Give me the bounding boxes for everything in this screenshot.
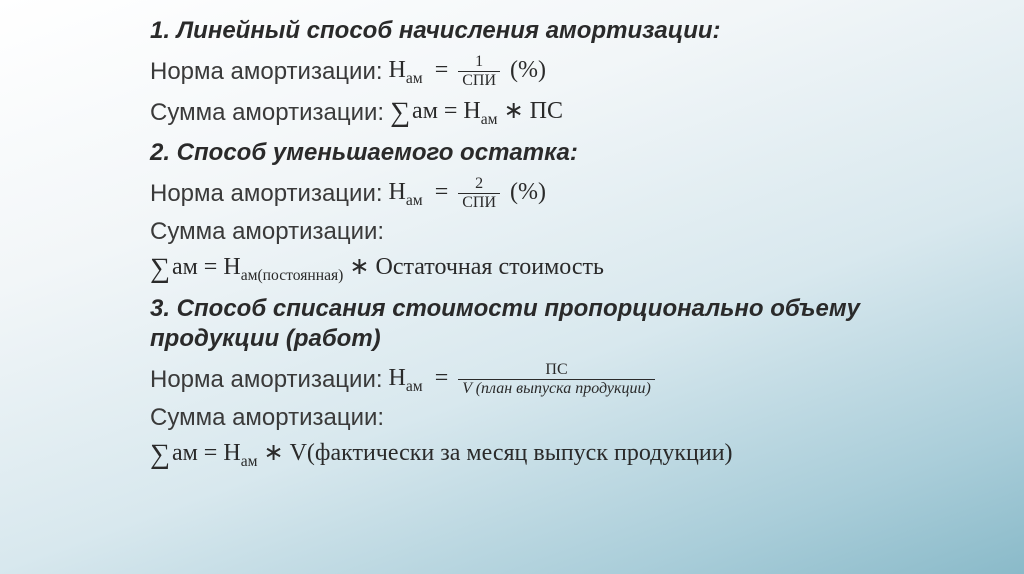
s1-summa-formula: ∑ам = Нам ∗ ПС	[390, 93, 563, 132]
s1-H: Н	[389, 57, 406, 83]
section-2-heading: 2. Способ уменьшаемого остатка:	[150, 138, 984, 168]
s3-frac-num: ПС	[541, 362, 571, 379]
s2-frac-den: СПИ	[458, 193, 500, 211]
s1-summa-line: Сумма амортизации: ∑ам = Нам ∗ ПС	[150, 93, 984, 132]
s1-sum-body: ам = Н	[412, 98, 481, 124]
s3-summa-block: Сумма амортизации: ∑ам = Нам ∗ V(фактиче…	[150, 401, 984, 474]
s2-summa-label: Сумма амортизации:	[150, 215, 984, 249]
slide-content: 1. Линейный способ начисления амортизаци…	[0, 0, 1024, 488]
s2-sum-tail: ∗ Остаточная стоимость	[343, 254, 604, 280]
s2-pct: (%)	[510, 179, 546, 205]
s2-frac-num: 2	[471, 176, 487, 193]
s1-H-sub: ам	[406, 70, 423, 87]
s1-norma-label: Норма амортизации:	[150, 55, 383, 89]
s3-eq: =	[435, 365, 449, 391]
s3-norma-formula: Нам = ПС V (план выпуска продукции)	[389, 362, 659, 397]
s3-sum-sub: ам	[241, 452, 258, 469]
s1-sum-sub: ам	[481, 111, 498, 128]
s2-summa-formula: ∑ам = Нам(постоянная) ∗ Остаточная стоим…	[150, 249, 984, 288]
s2-frac: 2 СПИ	[458, 176, 500, 211]
s1-pct: (%)	[510, 57, 546, 83]
s3-H: Н	[389, 365, 406, 391]
s1-norma-formula: Нам = 1 СПИ (%)	[389, 54, 546, 89]
s2-H-sub: ам	[406, 192, 423, 209]
s1-eq: =	[435, 57, 449, 83]
s2-summa-block: Сумма амортизации: ∑ам = Нам(постоянная)…	[150, 215, 984, 288]
section-1-heading: 1. Линейный способ начисления амортизаци…	[150, 16, 984, 46]
s3-summa-formula: ∑ам = Нам ∗ V(фактически за месяц выпуск…	[150, 435, 984, 474]
s1-frac: 1 СПИ	[458, 54, 500, 89]
section-3-heading: 3. Способ списания стоимости пропорциона…	[150, 294, 984, 354]
s3-norma-line: Норма амортизации: Нам = ПС V (план выпу…	[150, 362, 984, 397]
s2-sum-sym: ∑	[150, 253, 170, 284]
s1-sum-sym: ∑	[390, 97, 410, 128]
s2-H: Н	[389, 179, 406, 205]
s3-frac-den: V (план выпуска продукции)	[458, 379, 655, 397]
s2-norma-formula: Нам = 2 СПИ (%)	[389, 176, 546, 211]
s3-sum-sym: ∑	[150, 439, 170, 470]
s3-sum-tail: ∗ V(фактически за месяц выпуск продукции…	[257, 440, 732, 466]
s2-sum-left: ам = Н	[172, 254, 241, 280]
s1-frac-num: 1	[471, 54, 487, 71]
s1-norma-line: Норма амортизации: Нам = 1 СПИ (%)	[150, 54, 984, 89]
s3-H-sub: ам	[406, 378, 423, 395]
s1-summa-label: Сумма амортизации:	[150, 96, 384, 130]
s2-eq: =	[435, 179, 449, 205]
s1-sum-tail: ∗ ПС	[498, 98, 563, 124]
s2-norma-line: Норма амортизации: Нам = 2 СПИ (%)	[150, 176, 984, 211]
s3-summa-label: Сумма амортизации:	[150, 401, 984, 435]
s3-frac: ПС V (план выпуска продукции)	[458, 362, 655, 397]
s3-norma-label: Норма амортизации:	[150, 363, 383, 397]
s1-frac-den: СПИ	[458, 71, 500, 89]
s3-sum-left: ам = Н	[172, 440, 241, 466]
s2-norma-label: Норма амортизации:	[150, 177, 383, 211]
s2-sum-sub: ам(постоянная)	[241, 267, 344, 284]
